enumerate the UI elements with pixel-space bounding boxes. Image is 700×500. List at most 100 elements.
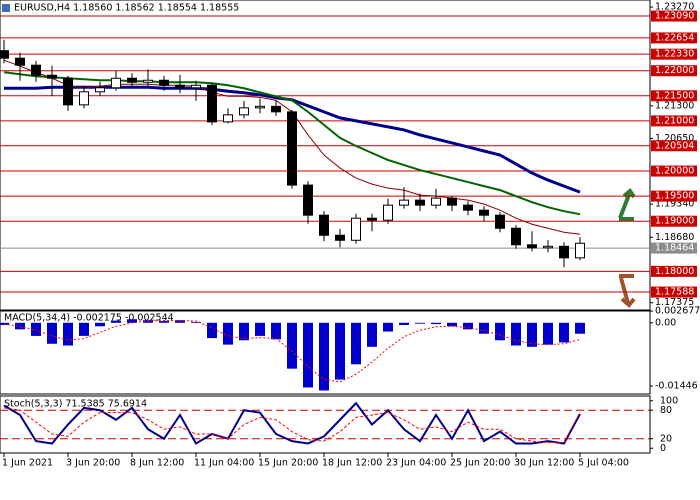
x-tick-label: 1 Jun 2021 [2, 458, 53, 469]
candle-body [31, 64, 41, 76]
x-tick-label: 15 Jun 20:00 [258, 458, 318, 469]
level-box [651, 286, 697, 298]
level-label: 1.22000 [655, 65, 694, 76]
histogram-bar [447, 322, 457, 327]
histogram-bar [543, 322, 553, 345]
histogram-bar [511, 322, 521, 346]
y-tick-label: 1.20650 [655, 133, 694, 144]
level-box [651, 215, 697, 227]
candle-body [303, 184, 313, 216]
level-box [651, 140, 697, 152]
candle-body [415, 199, 425, 206]
x-tick-label: 8 Jun 12:00 [130, 458, 184, 469]
candle-body [319, 214, 329, 236]
candle-body [335, 234, 345, 241]
histogram-bar [527, 322, 537, 347]
candle-body [143, 79, 153, 83]
histogram-bar [463, 322, 473, 330]
histogram-bar [255, 322, 265, 336]
candle-body [543, 245, 553, 249]
histogram-bar [31, 322, 41, 336]
histogram-bar [127, 319, 137, 323]
y-tick-label: 0 [660, 443, 666, 454]
histogram-bar [271, 322, 281, 340]
level-label: 1.21000 [655, 115, 694, 126]
y-tick-label: -0.01446 [655, 380, 698, 391]
y-tick-label: 80 [660, 405, 672, 416]
x-tick-label: 30 Jun 12:00 [514, 458, 574, 469]
candle-body [95, 87, 105, 93]
level-label: 1.17588 [655, 287, 694, 298]
candle-body [559, 245, 569, 259]
stoch-line [3, 407, 581, 444]
level-label: 1.19000 [655, 216, 694, 227]
histogram-bar [319, 322, 329, 391]
signal-line [3, 320, 581, 383]
candle-body [127, 77, 137, 83]
candle-body [111, 77, 121, 89]
candle-body [79, 91, 89, 106]
candle-body [207, 84, 217, 123]
candle-body [223, 114, 233, 123]
histogram-bar [175, 320, 185, 323]
stoch-title: Stoch(5,3,3) 71.5385 75.6914 [4, 399, 147, 410]
candle-body [255, 105, 265, 109]
level-label: 1.20000 [655, 166, 694, 177]
current-price-box [651, 242, 697, 254]
symbol-icon [2, 4, 10, 12]
y-tick-label: 1.18680 [655, 232, 694, 243]
histogram-bar [383, 322, 393, 332]
sell-arrow [619, 274, 636, 308]
candle-body [575, 242, 585, 259]
candle-body [47, 74, 57, 79]
y-tick-label: 1.23270 [655, 2, 694, 13]
level-box [651, 115, 697, 127]
level-label: 1.22654 [655, 32, 694, 43]
level-box [651, 10, 697, 22]
candle-body [495, 214, 505, 229]
candle-body [15, 57, 25, 66]
candle-body [463, 204, 473, 211]
histogram-bar [559, 322, 569, 343]
x-tick-label: 18 Jun 12:00 [322, 458, 382, 469]
candle-body [191, 84, 201, 89]
histogram-bar [79, 322, 89, 336]
candle-body [383, 204, 393, 221]
x-tick-label: 11 Jun 04:00 [194, 458, 254, 469]
candle-body [239, 107, 249, 116]
histogram-bar [303, 322, 313, 388]
histogram-bar [399, 322, 409, 325]
x-tick-label: 25 Jun 20:00 [450, 458, 510, 469]
histogram-bar [367, 322, 377, 347]
y-tick-label: 0.002677 [655, 306, 700, 317]
y-tick-label: 1.17375 [655, 297, 694, 308]
x-tick-label: 5 Jul 04:00 [578, 458, 629, 469]
histogram-bar [191, 321, 201, 323]
level-box [651, 265, 697, 277]
histogram-bar [415, 322, 425, 324]
current-price-label: 1.18464 [655, 243, 694, 254]
candle-body [0, 50, 9, 59]
candle-body [63, 77, 73, 106]
level-box [651, 90, 697, 102]
level-label: 1.18000 [655, 266, 694, 277]
candle-body [351, 217, 361, 241]
level-box [651, 65, 697, 77]
histogram-bar [111, 320, 121, 323]
candle-body [511, 227, 521, 246]
macd-title: MACD(5,34,4) -0.002175 -0.002544 [4, 313, 174, 324]
level-label: 1.20504 [655, 140, 694, 151]
price-panel [0, 0, 651, 311]
stoch-line [3, 401, 581, 445]
x-tick-label: 23 Jun 04:00 [386, 458, 446, 469]
candle-body [287, 111, 297, 186]
stoch-panel [0, 395, 651, 454]
y-tick-label: 1.19340 [655, 199, 694, 210]
candle-body [159, 79, 169, 86]
histogram-bar [47, 322, 57, 344]
candle-body [527, 244, 537, 249]
level-box [651, 48, 697, 60]
level-box [651, 190, 697, 202]
candle-body [271, 105, 281, 113]
